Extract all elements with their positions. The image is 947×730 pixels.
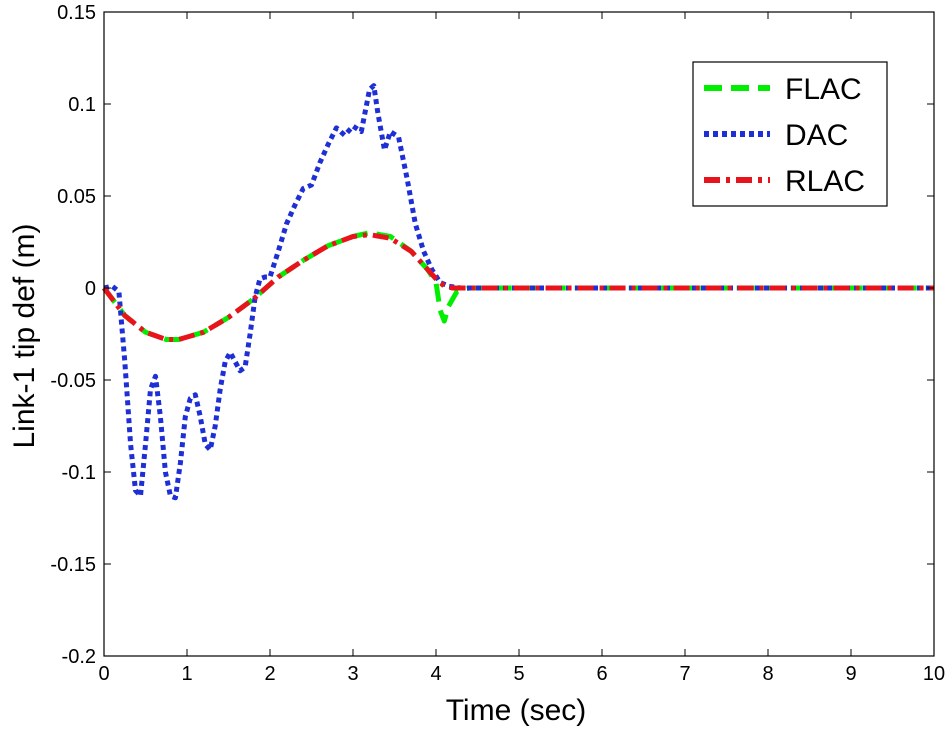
- y-tick-label: 0: [85, 278, 96, 300]
- legend-label-dac: DAC: [785, 119, 848, 152]
- x-tick-label: 4: [430, 663, 441, 685]
- tick-layer: 0 1 2 3 4 5 6 7 8 9 10 0.15 0.1 0.05 0 -0.05 -0.1 -0.15 -0…: [50, 2, 945, 685]
- y-tick-label: 0.1: [68, 94, 96, 116]
- y-tick-label: -0.05: [50, 370, 96, 392]
- x-tick-label: 5: [513, 663, 524, 685]
- x-tick-label: 9: [845, 663, 856, 685]
- y-tick-label: -0.15: [50, 554, 96, 576]
- y-tick-label: 0.05: [57, 186, 96, 208]
- x-tick-label: 3: [347, 663, 358, 685]
- x-tick-label: 1: [181, 663, 192, 685]
- x-tick-label: 2: [264, 663, 275, 685]
- x-tick-label: 0: [98, 663, 109, 685]
- y-tick-label: 0.15: [57, 2, 96, 24]
- series-line-dac: [103, 83, 934, 501]
- legend-label-flac: FLAC: [785, 73, 862, 106]
- y-tick-label: -0.1: [62, 462, 96, 484]
- x-tick-label: 6: [596, 663, 607, 685]
- x-tick-label: 7: [679, 663, 690, 685]
- y-tick-label: -0.2: [62, 646, 96, 668]
- y-axis-title: Link-1 tip def (m): [8, 223, 41, 448]
- series-layer: [102, 83, 934, 501]
- x-tick-label: 8: [762, 663, 773, 685]
- series-line-rlac: [102, 232, 934, 342]
- x-axis-title: Time (sec): [446, 694, 587, 727]
- x-tick-label: 10: [923, 663, 945, 685]
- legend: FLAC DAC RLAC: [692, 61, 888, 207]
- legend-label-rlac: RLAC: [785, 165, 865, 198]
